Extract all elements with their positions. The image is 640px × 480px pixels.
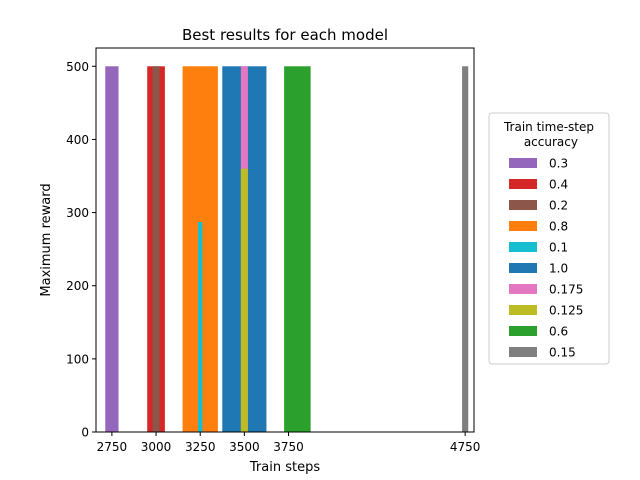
- bar-0_125-0: [240, 168, 248, 432]
- x-axis-ticks: 2750 3000 3250 3500 3750 4750: [97, 432, 481, 454]
- legend-swatch: [509, 326, 537, 336]
- legend-title: Train time-step accuracy: [503, 120, 594, 149]
- y-tick-label: 100: [66, 352, 89, 366]
- y-axis-label: Maximum reward: [39, 183, 54, 296]
- legend-label: 0.8: [549, 220, 568, 234]
- legend-swatch: [509, 221, 537, 231]
- legend-swatch: [509, 347, 537, 357]
- legend-label: 0.6: [549, 325, 568, 339]
- x-tick-label: 3500: [229, 440, 260, 454]
- x-tick-label: 2750: [97, 440, 128, 454]
- y-axis-ticks: 0 100 200 300 400 500: [66, 60, 96, 440]
- x-tick-label: 3250: [185, 440, 216, 454]
- legend-label: 0.3: [549, 157, 568, 171]
- legend-swatch: [509, 305, 537, 315]
- bar-0_1-0: [198, 222, 203, 432]
- legend-label: 0.4: [549, 178, 568, 192]
- bar-0_15-0: [462, 66, 469, 432]
- legend-swatch: [509, 242, 537, 252]
- chart-title: Best results for each model: [182, 26, 388, 44]
- legend-label: 0.125: [549, 304, 583, 318]
- legend-swatch: [509, 200, 537, 210]
- legend-swatch: [509, 158, 537, 168]
- plot-frame: [95, 47, 475, 433]
- x-tick-label: 4750: [450, 440, 481, 454]
- y-tick-label: 400: [66, 133, 89, 147]
- bars-group: [105, 66, 469, 432]
- x-tick-label: 3750: [273, 440, 304, 454]
- y-tick-label: 300: [66, 206, 89, 220]
- y-tick-label: 0: [81, 426, 89, 440]
- x-axis-label: Train steps: [249, 460, 320, 475]
- legend-label: 1.0: [549, 262, 568, 276]
- x-tick-label: 3000: [141, 440, 172, 454]
- legend-frame: [488, 112, 610, 365]
- legend-label: 0.2: [549, 199, 568, 213]
- legend-label: 0.175: [549, 283, 583, 297]
- bar-0_2-0: [152, 66, 160, 432]
- legend-swatch: [509, 284, 537, 294]
- y-tick-label: 500: [66, 60, 89, 74]
- y-tick-label: 200: [66, 279, 89, 293]
- legend: Train time-step accuracy 0.3 0.4 0.2 0.8 0.1 1…: [488, 112, 610, 365]
- legend-label: 0.1: [549, 241, 568, 255]
- bar-0_3-0: [105, 66, 119, 432]
- legend-label: 0.15: [549, 346, 576, 360]
- legend-swatch: [509, 179, 537, 189]
- legend-swatch: [509, 263, 537, 273]
- bar-0_6-0: [284, 66, 311, 432]
